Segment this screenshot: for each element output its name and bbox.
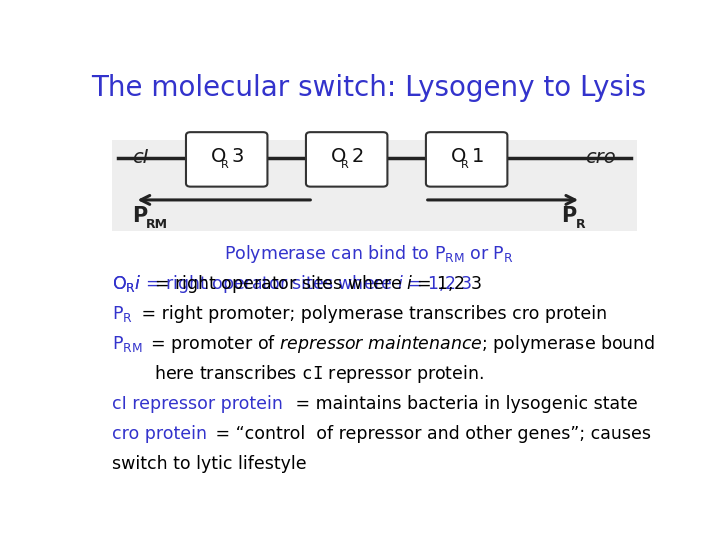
Text: P: P — [562, 206, 577, 226]
Text: cI repressor protein: cI repressor protein — [112, 395, 283, 413]
Text: R: R — [461, 160, 469, 170]
FancyBboxPatch shape — [426, 132, 508, 187]
Text: here transcribes $\mathtt{cI}$ repressor protein.: here transcribes $\mathtt{cI}$ repressor… — [154, 363, 484, 384]
Text: R: R — [341, 160, 349, 170]
FancyBboxPatch shape — [112, 140, 637, 231]
Text: = right operator sites where $i$ = 1,2 3: = right operator sites where $i$ = 1,2 3 — [148, 273, 481, 295]
Text: 1: 1 — [472, 146, 484, 166]
Text: RM: RM — [146, 218, 168, 231]
Text: O: O — [211, 146, 226, 166]
Text: 3: 3 — [232, 146, 244, 166]
Text: P$_{\mathrm{R}}$: P$_{\mathrm{R}}$ — [112, 304, 133, 324]
Text: = promoter of $\it{repressor\ maintenance}$; polymerase bound: = promoter of $\it{repressor\ maintenanc… — [145, 333, 655, 355]
Text: 2: 2 — [351, 146, 364, 166]
Text: switch to lytic lifestyle: switch to lytic lifestyle — [112, 455, 307, 472]
Text: P$_{\mathrm{RM}}$: P$_{\mathrm{RM}}$ — [112, 334, 143, 354]
Text: R: R — [576, 218, 585, 231]
Text: cI: cI — [132, 148, 148, 167]
Text: = maintains bacteria in lysogenic state: = maintains bacteria in lysogenic state — [289, 395, 637, 413]
Text: = “control  of repressor and other genes”; causes: = “control of repressor and other genes”… — [210, 424, 651, 443]
Text: The molecular switch: Lysogeny to Lysis: The molecular switch: Lysogeny to Lysis — [91, 73, 647, 102]
Text: O: O — [330, 146, 346, 166]
Text: cro protein: cro protein — [112, 424, 207, 443]
Text: O$_{\mathrm{R}}$$i$ = right operator sites where $i$ = 1,2 3: O$_{\mathrm{R}}$$i$ = right operator sit… — [112, 273, 472, 295]
FancyBboxPatch shape — [186, 132, 267, 187]
Text: P: P — [132, 206, 147, 226]
Text: O$_{\mathrm{R}}$$i$: O$_{\mathrm{R}}$$i$ — [112, 273, 142, 294]
FancyBboxPatch shape — [306, 132, 387, 187]
Text: O: O — [451, 146, 466, 166]
Text: Polymerase can bind to P$_{\mathrm{RM}}$ or P$_{\mathrm{R}}$: Polymerase can bind to P$_{\mathrm{RM}}$… — [224, 243, 514, 265]
Text: cro: cro — [585, 148, 616, 167]
Text: = right promoter; polymerase transcribes cro protein: = right promoter; polymerase transcribes… — [136, 305, 607, 323]
Text: R: R — [221, 160, 229, 170]
